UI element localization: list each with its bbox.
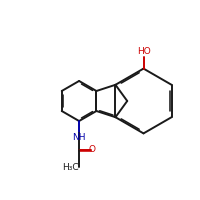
Text: HO: HO xyxy=(137,47,150,56)
Text: O: O xyxy=(89,145,96,154)
Text: NH: NH xyxy=(72,133,86,142)
Text: H₃C: H₃C xyxy=(62,163,79,172)
